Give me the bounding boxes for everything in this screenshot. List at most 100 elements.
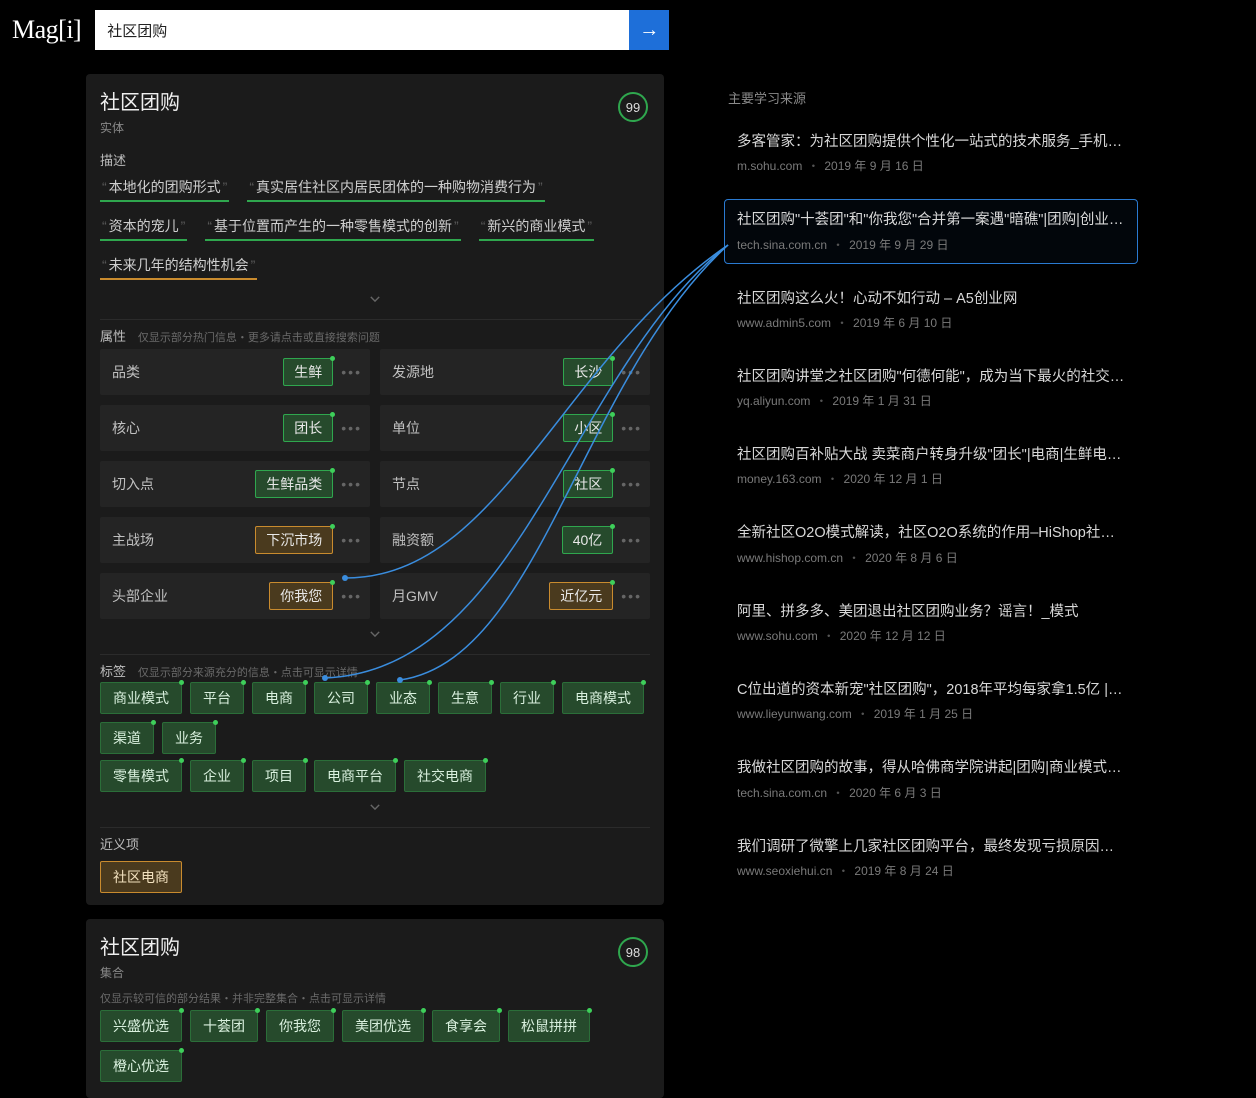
attribute-cell[interactable]: 核心团长••• xyxy=(100,405,370,451)
tag[interactable]: 业务 xyxy=(162,722,216,754)
tag[interactable]: 松鼠拼拼 xyxy=(508,1010,590,1042)
tag[interactable]: 电商 xyxy=(252,682,306,714)
tag[interactable]: 美团优选 xyxy=(342,1010,424,1042)
source-item[interactable]: 阿里、拼多多、美团退出社区团购业务？谣言！_模式www.sohu.com・202… xyxy=(724,591,1138,655)
more-icon[interactable]: ••• xyxy=(341,364,362,380)
source-domain: yq.aliyun.com xyxy=(737,394,810,408)
status-dot-icon xyxy=(610,412,615,417)
description-item[interactable]: 本地化的团购形式 xyxy=(100,177,229,202)
attribute-value-badge[interactable]: 40亿 xyxy=(562,526,614,554)
attribute-value-badge[interactable]: 团长 xyxy=(283,414,333,442)
tag[interactable]: 电商平台 xyxy=(314,760,396,792)
tag[interactable]: 业态 xyxy=(376,682,430,714)
attribute-cell[interactable]: 节点社区••• xyxy=(380,461,650,507)
status-dot-icon xyxy=(610,468,615,473)
attribute-value-badge[interactable]: 生鲜 xyxy=(283,358,333,386)
divider xyxy=(100,654,650,655)
chevron-down-icon xyxy=(368,292,382,306)
description-item[interactable]: 新兴的商业模式 xyxy=(479,216,594,241)
source-item[interactable]: 社区团购百补贴大战 卖菜商户转身升级"团长"|电商|生鲜电商|美团_...mon… xyxy=(724,434,1138,498)
attribute-value-badge[interactable]: 下沉市场 xyxy=(255,526,333,554)
tag[interactable]: 社交电商 xyxy=(404,760,486,792)
source-item[interactable]: 我做社区团购的故事，得从哈佛商学院讲起|团购|商业模式_新浪科... tech.s… xyxy=(724,747,1138,811)
more-icon[interactable]: ••• xyxy=(341,588,362,604)
tags-row-2: 零售模式企业项目电商平台社交电商 xyxy=(86,760,664,796)
attribute-cell[interactable]: 切入点生鲜品类••• xyxy=(100,461,370,507)
description-item[interactable]: 真实居住社区内居民团体的一种购物消费行为 xyxy=(247,177,544,202)
description-item[interactable]: 未来几年的结构性机会 xyxy=(100,255,257,280)
tag[interactable]: 电商模式 xyxy=(562,682,644,714)
divider xyxy=(100,827,650,828)
expand-tags[interactable] xyxy=(86,796,664,823)
tag[interactable]: 渠道 xyxy=(100,722,154,754)
attribute-value-badge[interactable]: 生鲜品类 xyxy=(255,470,333,498)
source-item[interactable]: 全新社区O2O模式解读，社区O2O系统的作用–HiShop社区云店www.his… xyxy=(724,512,1138,576)
tag[interactable]: 商业模式 xyxy=(100,682,182,714)
attribute-cell[interactable]: 头部企业你我您••• xyxy=(100,573,370,619)
tag[interactable]: 你我您 xyxy=(266,1010,334,1042)
collection-score-badge: 98 xyxy=(618,937,648,967)
source-domain: www.sohu.com xyxy=(737,629,818,643)
tag[interactable]: 食享会 xyxy=(432,1010,500,1042)
tag[interactable]: 平台 xyxy=(190,682,244,714)
status-dot-icon xyxy=(641,680,646,685)
description-label: 描述 xyxy=(100,150,650,169)
source-item[interactable]: 社区团购讲堂之社区团购"何德何能"，成为当下最火的社交电商！–...yq.ali… xyxy=(724,356,1138,420)
attribute-value-badge[interactable]: 近亿元 xyxy=(549,582,613,610)
collection-card-header: 社区团购 集合 98 xyxy=(86,919,664,989)
source-title: 社区团购百补贴大战 卖菜商户转身升级"团长"|电商|生鲜电商|美团_... xyxy=(737,445,1125,465)
status-dot-icon xyxy=(331,1008,336,1013)
source-item[interactable]: C位出道的资本新宠"社区团购"，2018年平均每家拿1.5亿 | 猎云网www.… xyxy=(724,669,1138,733)
more-icon[interactable]: ••• xyxy=(621,364,642,380)
description-item[interactable]: 基于位置而产生的一种零售模式的创新 xyxy=(205,216,460,241)
attribute-cell[interactable]: 月GMV近亿元••• xyxy=(380,573,650,619)
tag[interactable]: 十荟团 xyxy=(190,1010,258,1042)
search-button[interactable]: → xyxy=(629,10,669,50)
source-item[interactable]: 社区团购这么火！心动不如行动 – A5创业网www.admin5.com・201… xyxy=(724,278,1138,342)
tag[interactable]: 零售模式 xyxy=(100,760,182,792)
tag[interactable]: 企业 xyxy=(190,760,244,792)
tag[interactable]: 橙心优选 xyxy=(100,1050,182,1082)
more-icon[interactable]: ••• xyxy=(621,588,642,604)
source-item[interactable]: 多客管家：为社区团购提供个性化一站式的技术服务_手机搜狐网m.sohu.com・… xyxy=(724,121,1138,185)
attribute-cell[interactable]: 融资额 40亿 ••• xyxy=(380,517,650,563)
tags-hint: 仅显示部分来源充分的信息・点击可显示详情 xyxy=(138,667,358,679)
attribute-value-badge[interactable]: 长沙 xyxy=(563,358,613,386)
status-dot-icon xyxy=(241,758,246,763)
attribute-cell[interactable]: 品类生鲜••• xyxy=(100,349,370,395)
expand-descriptions[interactable] xyxy=(86,288,664,315)
more-icon[interactable]: ••• xyxy=(621,420,642,436)
description-item[interactable]: 资本的宠儿 xyxy=(100,216,187,241)
expand-attributes[interactable] xyxy=(86,623,664,650)
attribute-key: 融资额 xyxy=(392,530,434,550)
tag[interactable]: 公司 xyxy=(314,682,368,714)
source-meta: m.sohu.com・2019 年 9 月 16 日 xyxy=(737,157,1125,174)
source-domain: tech.sina.com.cn xyxy=(737,786,827,800)
more-icon[interactable]: ••• xyxy=(341,532,362,548)
more-icon[interactable]: ••• xyxy=(341,476,362,492)
attribute-cell[interactable]: 主战场下沉市场••• xyxy=(100,517,370,563)
tag[interactable]: 生意 xyxy=(438,682,492,714)
tags-label: 标签 xyxy=(100,664,126,679)
more-icon[interactable]: ••• xyxy=(341,420,362,436)
attribute-cell[interactable]: 发源地长沙••• xyxy=(380,349,650,395)
search-input[interactable] xyxy=(95,10,629,50)
source-date: 2019 年 1 月 25 日 xyxy=(874,707,973,721)
attribute-value-badge[interactable]: 社区 xyxy=(563,470,613,498)
tag[interactable]: 兴盛优选 xyxy=(100,1010,182,1042)
attributes-grid: 品类生鲜•••发源地长沙•••核心团长•••单位小区•••切入点生鲜品类•••节… xyxy=(86,347,664,623)
source-item[interactable]: 我们调研了微擎上几家社区团购平台，最终发现亏损原因惊人的相...www.seox… xyxy=(724,826,1138,890)
attribute-value-badge[interactable]: 小区 xyxy=(563,414,613,442)
more-icon[interactable]: ••• xyxy=(621,532,642,548)
tag[interactable]: 项目 xyxy=(252,760,306,792)
tag[interactable]: 行业 xyxy=(500,682,554,714)
attribute-cell[interactable]: 单位小区••• xyxy=(380,405,650,451)
source-title: 我做社区团购的故事，得从哈佛商学院讲起|团购|商业模式_新浪科... xyxy=(737,758,1125,778)
divider xyxy=(100,319,650,320)
more-icon[interactable]: ••• xyxy=(621,476,642,492)
search-form: → xyxy=(95,10,669,50)
attribute-value-badge[interactable]: 你我您 xyxy=(269,582,333,610)
synonym-tag[interactable]: 社区电商 xyxy=(100,861,182,893)
source-item[interactable]: 社区团购"十荟团"和"你我您"合并第一案遇"暗礁"|团购|创业|商业_...te… xyxy=(724,199,1138,263)
description-section: 描述 本地化的团购形式真实居住社区内居民团体的一种购物消费行为资本的宠儿基于位置… xyxy=(86,150,664,288)
